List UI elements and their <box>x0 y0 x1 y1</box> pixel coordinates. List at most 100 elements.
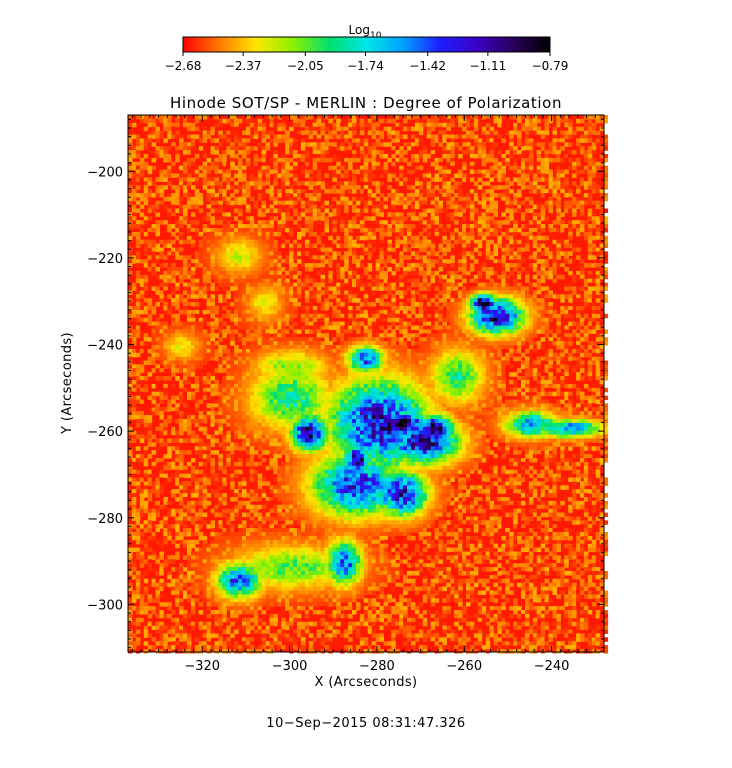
heatmap-cell <box>446 341 451 346</box>
heatmap-cell <box>560 345 565 350</box>
heatmap-cell <box>214 181 219 186</box>
heatmap-cell <box>583 290 589 295</box>
heatmap-cell <box>540 309 546 315</box>
heatmap-cell <box>556 169 561 175</box>
heatmap-cell <box>442 196 447 202</box>
heatmap-cell <box>430 196 436 202</box>
heatmap-cell <box>426 270 432 276</box>
heatmap-cell <box>560 154 565 159</box>
heatmap-cell <box>183 150 188 155</box>
heatmap-cell <box>603 274 609 280</box>
heatmap-cell <box>497 177 502 182</box>
heatmap-cell <box>257 196 263 202</box>
heatmap-cell <box>583 130 589 136</box>
heatmap-cell <box>371 243 377 249</box>
heatmap-cell <box>513 325 518 330</box>
heatmap-cell <box>356 278 361 284</box>
heatmap-cell <box>194 333 200 338</box>
heatmap-cell <box>155 126 160 132</box>
heatmap-cell <box>552 309 557 315</box>
heatmap-cell <box>210 200 215 206</box>
heatmap-cell <box>257 157 263 163</box>
heatmap-cell <box>371 313 377 319</box>
heatmap-cell <box>253 235 259 241</box>
heatmap-cell <box>277 302 282 307</box>
heatmap-cell <box>143 150 149 155</box>
heatmap-cell <box>462 337 467 342</box>
heatmap-cell <box>194 165 200 171</box>
heatmap-cell <box>446 142 451 147</box>
heatmap-cell <box>477 173 483 178</box>
heatmap-cell <box>493 208 498 213</box>
heatmap-cell <box>548 294 553 299</box>
heatmap-cell <box>300 263 306 268</box>
heatmap-cell <box>422 337 428 342</box>
heatmap-cell <box>348 150 353 155</box>
heatmap-cell <box>230 142 235 147</box>
heatmap-cell <box>304 224 310 229</box>
heatmap-cell <box>222 243 227 249</box>
heatmap-cell <box>477 243 483 249</box>
heatmap-cell <box>190 185 196 190</box>
heatmap-cell <box>202 150 208 155</box>
heatmap-cell <box>532 313 538 319</box>
heatmap-cell <box>521 313 526 319</box>
heatmap-cell <box>564 208 569 213</box>
heatmap-cell <box>414 134 420 139</box>
heatmap-cell <box>426 118 432 124</box>
heatmap-cell <box>344 345 349 350</box>
heatmap-cell <box>391 302 396 307</box>
heatmap-cell <box>564 150 569 155</box>
heatmap-cell <box>277 345 282 350</box>
heatmap-cell <box>155 118 160 124</box>
heatmap-cell <box>552 138 557 143</box>
heatmap-cell <box>277 270 282 276</box>
heatmap-cell <box>544 313 550 319</box>
heatmap-cell <box>151 150 157 155</box>
heatmap-cell <box>249 228 255 233</box>
heatmap-cell <box>135 333 141 338</box>
heatmap-cell <box>210 115 215 120</box>
heatmap-cell <box>544 154 550 159</box>
heatmap-cell <box>481 220 487 225</box>
heatmap-cell <box>466 247 471 252</box>
heatmap-cell <box>210 220 215 225</box>
heatmap-cell <box>521 341 526 346</box>
heatmap-cell <box>383 270 388 276</box>
heatmap-cell <box>128 169 133 175</box>
heatmap-cell <box>340 313 345 319</box>
heatmap-cell <box>249 325 255 330</box>
heatmap-cell <box>277 274 282 280</box>
heatmap-cell <box>548 189 553 194</box>
heatmap-cell <box>422 115 428 120</box>
heatmap-cell <box>383 294 388 299</box>
heatmap-cell <box>261 290 267 295</box>
heatmap-cell <box>411 309 416 315</box>
heatmap-cell <box>536 165 542 171</box>
heatmap-cell <box>179 321 184 327</box>
heatmap-cell <box>143 309 149 315</box>
heatmap-cell <box>277 267 282 272</box>
heatmap-cell <box>190 341 196 346</box>
heatmap-cell <box>273 115 278 120</box>
heatmap-cell <box>179 337 184 342</box>
heatmap-cell <box>399 263 404 268</box>
heatmap-cell <box>289 138 294 143</box>
heatmap-cell <box>591 126 597 132</box>
heatmap-cell <box>591 309 597 315</box>
heatmap-cell <box>473 313 479 319</box>
heatmap-cell <box>501 220 506 225</box>
heatmap-cell <box>485 274 491 280</box>
heatmap-cell <box>426 341 432 346</box>
heatmap-cell <box>387 228 392 233</box>
heatmap-cell <box>489 325 495 330</box>
heatmap-cell <box>151 157 157 163</box>
heatmap-cell <box>222 161 227 167</box>
heatmap-cell <box>458 329 463 334</box>
heatmap-cell <box>481 302 487 307</box>
heatmap-cell <box>304 228 310 233</box>
heatmap-cell <box>466 146 471 151</box>
heatmap-cell <box>242 321 247 327</box>
heatmap-cell <box>304 134 310 139</box>
heatmap-cell <box>300 239 306 245</box>
